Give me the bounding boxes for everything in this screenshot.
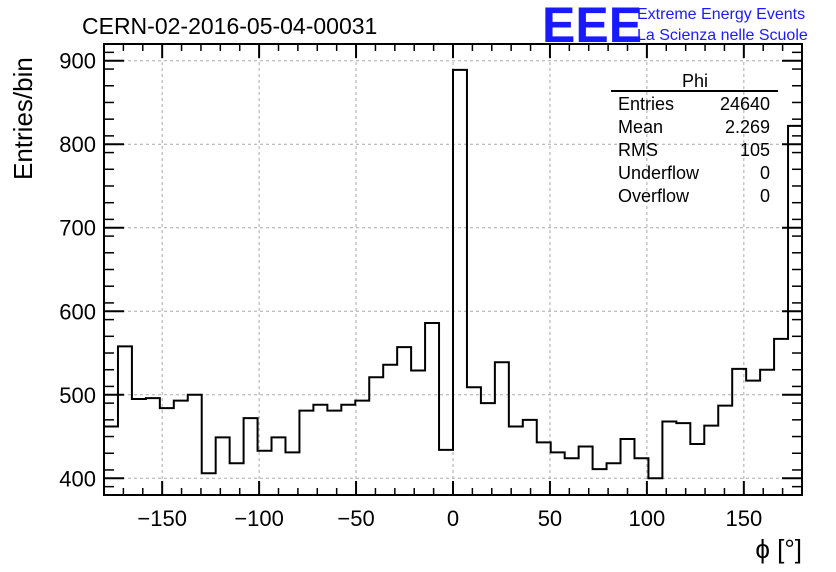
stats-row-label: RMS — [618, 140, 658, 160]
histogram-bin — [718, 406, 732, 495]
y-tick-label: 600 — [59, 299, 96, 324]
histogram-bin — [174, 401, 188, 495]
histogram-bin — [383, 365, 397, 495]
stats-rows: Entries 24640 Mean 2.269 RMS 105 Underflow 0 Ove… — [618, 94, 770, 206]
histogram-bin — [327, 411, 341, 495]
histogram-bin — [355, 401, 369, 495]
y-tick-label: 900 — [59, 49, 96, 74]
y-tick-label: 400 — [59, 466, 96, 491]
histogram-bin — [272, 437, 286, 495]
histogram-bin — [202, 473, 216, 495]
logo-line-1: Extreme Energy Events — [637, 6, 805, 23]
x-tick-label: 0 — [447, 506, 459, 531]
histogram-bin — [425, 323, 439, 495]
stats-row-label: Entries — [618, 94, 674, 114]
x-tick-label: 100 — [629, 506, 666, 531]
stats-row-label: Underflow — [618, 163, 700, 183]
x-tick-label: −50 — [337, 506, 374, 531]
x-axis-title: ϕ [°] — [755, 534, 802, 564]
logo-mark: EEE — [542, 0, 642, 53]
histogram-bin — [188, 395, 202, 495]
histogram-bin — [579, 447, 593, 495]
histogram-bin — [509, 427, 523, 495]
histogram-bin — [439, 450, 453, 495]
stats-box-title: Phi — [682, 71, 708, 91]
stats-row-value: 24640 — [720, 94, 770, 114]
stats-row-value: 105 — [740, 140, 770, 160]
x-tick-label: 50 — [538, 506, 562, 531]
stats-row-label: Mean — [618, 117, 663, 137]
histogram-bin — [676, 423, 690, 495]
histogram-bin — [467, 387, 481, 495]
x-tick-label: −150 — [137, 506, 187, 531]
histogram-outline — [104, 68, 802, 480]
histogram-bin — [648, 478, 662, 495]
histogram-bin — [216, 437, 230, 495]
histogram-bin — [397, 347, 411, 495]
histogram-bin — [313, 405, 327, 495]
y-tick-label: 500 — [59, 383, 96, 408]
histogram-bin — [453, 70, 467, 495]
stats-row-value: 0 — [760, 186, 770, 206]
logo-line-2: La Scienza nelle Scuole — [637, 27, 808, 44]
stats-row-value: 0 — [760, 163, 770, 183]
y-axis-title: Entries/bin — [8, 57, 38, 180]
histogram-bin — [132, 399, 146, 495]
histogram-bin — [523, 420, 537, 495]
histogram-bin — [495, 362, 509, 495]
y-tick-label: 700 — [59, 216, 96, 241]
x-tick-label: −100 — [234, 506, 284, 531]
histogram-bin — [299, 411, 313, 495]
histogram-bin — [230, 463, 244, 495]
histogram-bin — [760, 370, 774, 495]
histogram-bin — [118, 346, 132, 495]
histogram-bin — [690, 444, 704, 495]
histogram-bin — [537, 442, 551, 495]
histogram-bin — [551, 452, 565, 495]
y-tick-label: 800 — [59, 132, 96, 157]
stats-row-label: Overflow — [618, 186, 690, 206]
stats-row-value: 2.269 — [725, 117, 770, 137]
stats-box: Phi Entries 24640 Mean 2.269 RMS 105 Underflow… — [611, 71, 778, 206]
histogram-bin — [704, 426, 718, 495]
histogram-bin — [565, 458, 579, 495]
histogram-bin — [341, 405, 355, 495]
histogram-bin — [481, 403, 495, 495]
histogram-bin — [244, 418, 258, 495]
axis-ticks: −150 −100 −50 0 50 100 150 400 500 600 700 800 900 — [59, 44, 802, 531]
histogram-bin — [146, 398, 160, 495]
eee-logo: EEE Extreme Energy Events La Scienza nel… — [542, 0, 808, 53]
histogram-bin — [774, 339, 788, 495]
histogram-bin — [662, 422, 676, 495]
chart-title: CERN-02-2016-05-04-00031 — [82, 13, 377, 39]
histogram-bin — [593, 469, 607, 495]
x-tick-label: 150 — [725, 506, 762, 531]
histogram-bin — [621, 439, 635, 495]
histogram-bin — [411, 371, 425, 495]
